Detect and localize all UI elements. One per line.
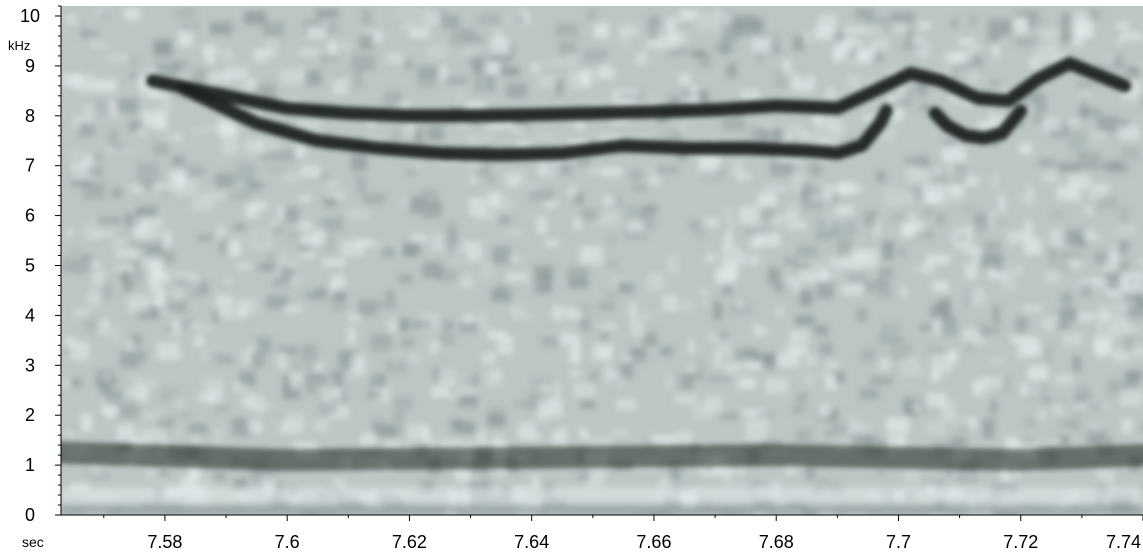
x-tick-label: 7.66: [636, 532, 671, 552]
y-tick-label: 4: [25, 305, 35, 325]
y-tick-label: 10: [20, 6, 40, 26]
y-tick-label: 8: [25, 106, 35, 126]
y-tick-label: 6: [25, 206, 35, 226]
y-tick-label: 3: [25, 355, 35, 375]
y-tick-label: 7: [25, 156, 35, 176]
x-tick-label: 7.6: [275, 532, 300, 552]
x-unit-label: sec: [22, 534, 44, 550]
x-tick-label: 7.62: [392, 532, 427, 552]
x-tick-label: 7.64: [514, 532, 549, 552]
x-tick-label: 7.7: [886, 532, 911, 552]
trace-series-3: [928, 104, 1028, 145]
x-tick-label: 7.68: [759, 532, 794, 552]
x-tick-label: 7.74: [1106, 532, 1141, 552]
x-tick-label: 7.58: [147, 532, 182, 552]
trace-series-1: [146, 56, 1132, 123]
y-tick-label: 1: [25, 455, 35, 475]
x-tick-label: 7.72: [1003, 532, 1038, 552]
y-tick-label: 9: [25, 56, 35, 76]
trace-layer: [61, 56, 1143, 472]
y-tick-label: 0: [25, 505, 35, 525]
y-tick-label: 5: [25, 255, 35, 275]
y-tick-label: 2: [25, 405, 35, 425]
trace-series-2: [176, 81, 893, 162]
y-unit-label: kHz: [8, 38, 30, 53]
plot-area: [61, 6, 1143, 515]
trace-series-4: [61, 441, 1143, 472]
axes: 0 1 2 3 4 5 6 7 8 9 10 7.58 7.6 7.62 7.64 7.66 7.68 7.7 7.…: [20, 5, 1143, 552]
